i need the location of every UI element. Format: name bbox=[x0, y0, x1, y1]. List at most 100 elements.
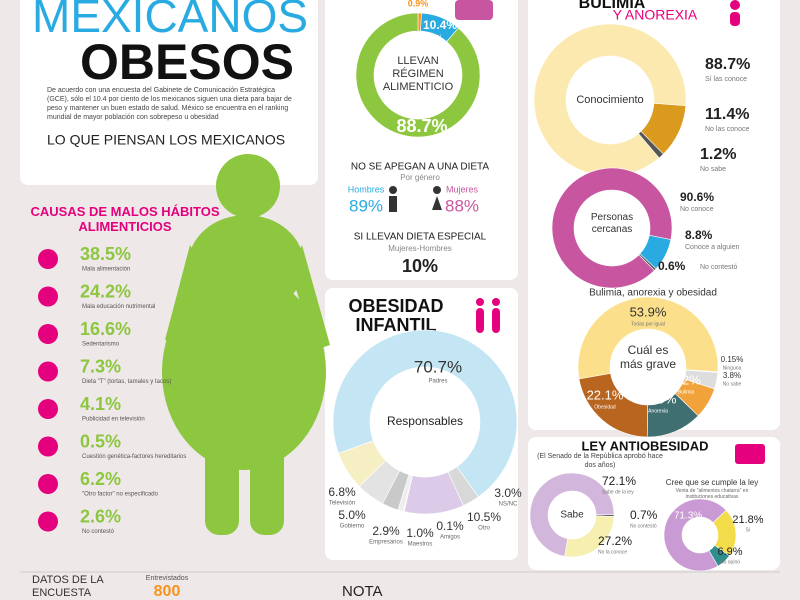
women-value: 88% bbox=[445, 196, 479, 215]
cause-value: 38.5% bbox=[80, 244, 131, 264]
cause-label: Mala educación nutrimental bbox=[82, 304, 155, 310]
value-label: 27.2% bbox=[598, 534, 632, 548]
cause-value: 0.5% bbox=[80, 431, 121, 451]
value-label: 72.1% bbox=[602, 474, 636, 488]
donut-slice bbox=[529, 472, 615, 557]
slice-label: No sabe bbox=[723, 381, 742, 387]
cause-value: 16.6% bbox=[80, 319, 131, 339]
value-label: 3.8% bbox=[723, 371, 741, 380]
cause-label: Cuestión genética-factores hereditarios bbox=[82, 454, 186, 460]
section-subtitle: Cree que se cumple la ley bbox=[666, 478, 759, 487]
value-label: 10.5% bbox=[467, 510, 501, 524]
slice-label: No opinó bbox=[720, 559, 740, 565]
survey-label: DATOS DE LA ENCUESTA bbox=[32, 574, 104, 599]
slice-label: NS/NC bbox=[499, 502, 518, 508]
slice-label: No sabe bbox=[700, 166, 726, 173]
value-label: 90.6% bbox=[680, 190, 714, 204]
slice-label: No las conoce bbox=[705, 126, 749, 133]
value-label: 70.7% bbox=[414, 357, 462, 376]
cause-value: 4.1% bbox=[80, 394, 121, 414]
center-label: Personas cercanas bbox=[590, 212, 634, 235]
cause-label: No contestó bbox=[82, 529, 115, 535]
donut-slice bbox=[551, 167, 673, 289]
donut-slice bbox=[355, 12, 481, 138]
value-label: 7.2% bbox=[671, 372, 701, 387]
value-label: 1.2% bbox=[700, 146, 736, 163]
value-label: 0.15% bbox=[721, 355, 744, 364]
section-subtitle: Mujeres-Hombres bbox=[388, 244, 452, 253]
causes-title: CAUSAS DE MALOS HÁBITOS ALIMENTICIOS bbox=[30, 204, 220, 234]
woman-silhouette bbox=[162, 154, 330, 535]
center-label: Cuál es más grave bbox=[619, 343, 677, 371]
slice-label: Televisión bbox=[329, 501, 355, 507]
person-icons bbox=[389, 0, 765, 464]
center-label: LLEVAN RÉGIMEN ALIMENTICIO bbox=[382, 55, 454, 93]
slice-label: Sí las conoce bbox=[705, 76, 747, 83]
section-title: Y ANOREXIA bbox=[613, 7, 698, 23]
interviewed-value: 800 bbox=[154, 583, 181, 600]
slice-label: No la conoce bbox=[598, 549, 627, 555]
center-label: Conocimiento bbox=[576, 94, 643, 106]
value-label: 88.7% bbox=[396, 116, 447, 136]
cause-label: Publicidad en televisión bbox=[82, 417, 145, 423]
donut-slice bbox=[577, 296, 719, 380]
cause-label: "Otro factor" no especificado bbox=[82, 492, 159, 498]
icon bbox=[38, 436, 58, 457]
value-label: 21.8% bbox=[732, 514, 763, 526]
value-label: 71.3% bbox=[674, 511, 702, 522]
icon bbox=[38, 361, 58, 382]
slice-label: Sí bbox=[435, 35, 442, 42]
title: OBESOS bbox=[80, 34, 294, 90]
slice-label: Maestros bbox=[408, 542, 433, 548]
slice-label: Conoce a alguien bbox=[685, 244, 740, 251]
value-label: 88.7% bbox=[705, 56, 750, 73]
icon bbox=[38, 249, 58, 269]
cause-label: Sedentarismo bbox=[82, 342, 120, 348]
cause-value: 24.2% bbox=[80, 281, 131, 301]
value-label: 3.0% bbox=[494, 486, 522, 500]
slice-label: Gobierno bbox=[340, 524, 365, 530]
icon bbox=[38, 399, 58, 419]
slice-label: Otro bbox=[478, 526, 490, 532]
value-label: 12.9% bbox=[640, 391, 677, 406]
center-label: Sabe bbox=[560, 510, 584, 521]
slice-label: No conoce bbox=[680, 206, 714, 213]
slice-label: Anorexia bbox=[648, 408, 668, 414]
value-label: 0.9% bbox=[408, 0, 429, 8]
section-subtitle: Por género bbox=[400, 173, 440, 182]
slice-label: Padres bbox=[428, 379, 447, 385]
slice-label: Amigos bbox=[440, 535, 460, 541]
donut-slice bbox=[638, 253, 657, 271]
value-label: 6.8% bbox=[328, 485, 356, 499]
cause-label: Mala alimentación bbox=[82, 267, 130, 273]
value-label: 6.9% bbox=[717, 546, 742, 558]
donut-slice bbox=[663, 498, 727, 572]
cause-value: 7.3% bbox=[80, 356, 121, 376]
special-value: 10% bbox=[402, 256, 438, 276]
slice-label: Bulimia bbox=[678, 389, 695, 395]
slice-label: Sí bbox=[746, 527, 751, 533]
header-card bbox=[20, 0, 318, 185]
value-label: 22.1% bbox=[587, 387, 624, 402]
value-label: 53.9% bbox=[630, 304, 667, 319]
slice-label: No bbox=[428, 108, 437, 115]
icon bbox=[38, 324, 58, 344]
slice-label: Ninguna bbox=[723, 365, 742, 371]
icon bbox=[38, 474, 58, 494]
icon bbox=[38, 286, 58, 307]
donut-slice bbox=[338, 440, 387, 487]
slice-label: No contestó bbox=[630, 523, 657, 529]
subtitle: LO QUE PIENSAN LOS MEXICANOS bbox=[47, 132, 285, 148]
slice-label: Todas por igual bbox=[631, 321, 665, 327]
title: MEXICANOS bbox=[32, 0, 308, 42]
cause-label: Dieta "T" (tortas, tamales y tacos) bbox=[82, 379, 171, 385]
section-title: INFANTIL bbox=[356, 315, 437, 335]
value-label: 2.9% bbox=[372, 524, 400, 538]
value-label: 5.0% bbox=[338, 508, 366, 522]
law-subtitle: Venta de "alimentos chatarra" en institu… bbox=[675, 488, 749, 500]
value-label: 8.8% bbox=[685, 228, 713, 242]
men-label: Hombres bbox=[348, 184, 385, 194]
slice-label: Obesidad bbox=[594, 404, 616, 410]
donut-slice bbox=[638, 130, 664, 159]
